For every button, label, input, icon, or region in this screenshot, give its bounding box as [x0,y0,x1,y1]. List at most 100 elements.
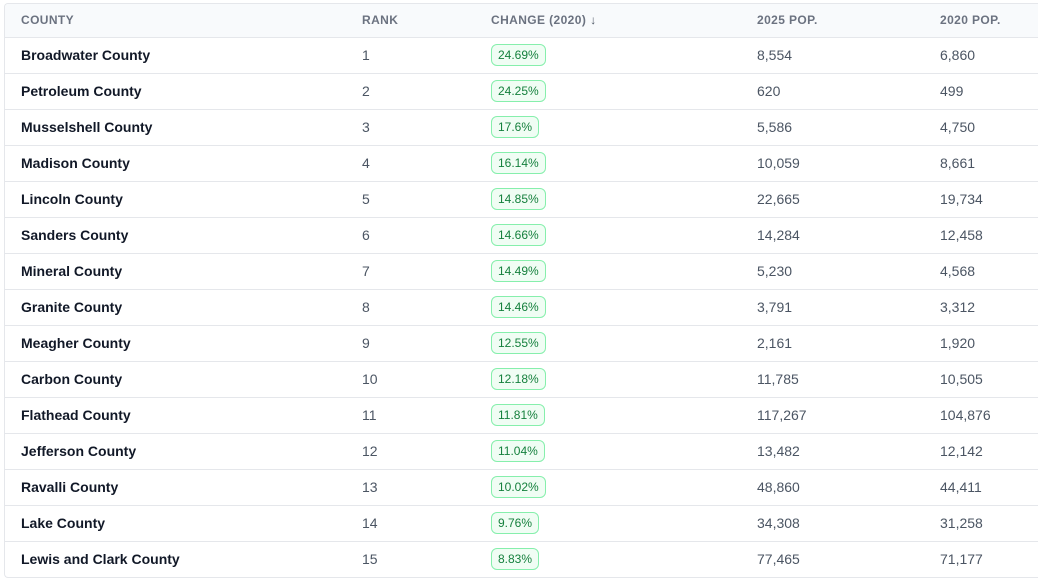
column-header-pop-2020-label: 2020 POP. [940,13,1001,28]
column-header-change-label: CHANGE (2020) [491,13,587,28]
pop-2025-cell: 620 [741,72,924,109]
pop-2020-cell: 104,876 [924,396,1038,433]
rank-cell: 10 [346,360,475,397]
column-header-county[interactable]: COUNTY [5,4,346,38]
pop-2020-cell: 4,568 [924,252,1038,289]
change-cell: 12.18% [475,360,741,397]
table-row: Meagher County 9 12.55% 2,161 1,920 [5,324,1038,361]
change-badge: 11.04% [491,440,545,462]
pop-2025-cell: 48,860 [741,468,924,505]
pop-2025-cell: 77,465 [741,540,924,577]
county-name-cell: Lewis and Clark County [5,540,346,577]
change-cell: 8.83% [475,540,741,577]
column-header-pop-2025-label: 2025 POP. [757,13,818,28]
table-row: Lake County 14 9.76% 34,308 31,258 [5,504,1038,541]
rank-cell: 3 [346,108,475,145]
change-badge: 24.69% [491,44,546,66]
county-name-cell: Petroleum County [5,72,346,109]
change-badge: 24.25% [491,80,546,102]
table-row: Jefferson County 12 11.04% 13,482 12,142 [5,432,1038,469]
column-header-rank-label: RANK [362,13,399,28]
rank-cell: 15 [346,540,475,577]
county-name-cell: Granite County [5,288,346,325]
rank-cell: 5 [346,180,475,217]
pop-2020-cell: 19,734 [924,180,1038,217]
table-row: Ravalli County 13 10.02% 48,860 44,411 [5,468,1038,505]
pop-2025-cell: 11,785 [741,360,924,397]
pop-2020-cell: 4,750 [924,108,1038,145]
change-badge: 14.46% [491,296,546,318]
county-name-cell: Broadwater County [21,47,151,63]
change-badge: 12.55% [491,332,546,354]
column-header-pop-2025[interactable]: 2025 POP. [741,4,924,38]
change-cell: 14.49% [475,252,741,289]
pop-2025-cell: 5,230 [741,252,924,289]
table-header-row: COUNTY RANK CHANGE (2020) ↓ 2025 POP. 202… [5,4,1038,38]
table-row: Lincoln County 5 14.85% 22,665 19,734 [5,180,1038,217]
change-badge: 10.02% [491,476,546,498]
table-row: Sanders County 6 14.66% 14,284 12,458 [5,216,1038,253]
change-badge: 14.85% [491,188,546,210]
change-cell: 11.04% [475,432,741,469]
column-header-county-label: COUNTY [21,13,75,28]
table-row: Petroleum County 2 24.25% 620 499 [5,72,1038,109]
pop-2020-cell: 12,458 [924,216,1038,253]
change-cell: 17.6% [475,108,741,145]
pop-2025-cell: 14,284 [741,216,924,253]
change-cell: 24.69% [475,37,741,73]
table-row: Carbon County 10 12.18% 11,785 10,505 [5,360,1038,397]
pop-2020-cell: 12,142 [924,432,1038,469]
table-row: Broadwater County 1 24.69% 8,554 6,860 [5,37,1038,73]
table-row: Musselshell County 3 17.6% 5,586 4,750 [5,108,1038,145]
pop-2020-cell: 44,411 [924,468,1038,505]
rank-cell: 2 [346,72,475,109]
pop-2020-cell: 499 [924,72,1038,109]
county-name-cell: Meagher County [5,324,346,361]
table-body: Broadwater County 1 24.69% 8,554 6,860 P… [5,37,1038,577]
pop-2025-cell: 10,059 [741,144,924,181]
change-cell: 14.46% [475,288,741,325]
pop-2020-cell: 3,312 [924,288,1038,325]
rank-cell: 11 [346,396,475,433]
table-row: Granite County 8 14.46% 3,791 3,312 [5,288,1038,325]
change-badge: 8.83% [491,548,540,571]
pop-2020-cell: 6,860 [940,47,976,63]
pop-2020-cell: 31,258 [924,504,1038,541]
change-cell: 16.14% [475,144,741,181]
county-name-cell: Lake County [5,504,346,541]
pop-2025-cell: 2,161 [741,324,924,361]
county-name-cell: Madison County [5,144,346,181]
pop-2025-cell: 8,554 [757,47,793,63]
rank-cell: 13 [346,468,475,505]
change-cell: 14.66% [475,216,741,253]
change-cell: 11.81% [475,396,741,433]
change-cell: 14.85% [475,180,741,217]
pop-2020-cell: 71,177 [924,540,1038,577]
county-population-table: COUNTY RANK CHANGE (2020) ↓ 2025 POP. 202… [5,4,1038,577]
change-badge: 16.14% [491,152,546,174]
change-badge: 11.81% [491,404,545,426]
change-cell: 12.55% [475,324,741,361]
column-header-rank[interactable]: RANK [346,4,475,38]
pop-2020-cell: 8,661 [924,144,1038,181]
rank-cell: 6 [346,216,475,253]
county-name-cell: Flathead County [5,396,346,433]
table-row: Mineral County 7 14.49% 5,230 4,568 [5,252,1038,289]
county-name-cell: Jefferson County [5,432,346,469]
table-row: Flathead County 11 11.81% 117,267 104,87… [5,396,1038,433]
change-cell: 10.02% [475,468,741,505]
pop-2025-cell: 3,791 [741,288,924,325]
rank-cell: 1 [362,47,370,63]
county-name-cell: Lincoln County [5,180,346,217]
change-badge: 9.76% [491,512,540,534]
county-name-cell: Musselshell County [5,108,346,145]
pop-2025-cell: 34,308 [741,504,924,541]
column-header-pop-2020[interactable]: 2020 POP. [924,4,1038,38]
change-badge: 14.49% [491,260,546,282]
change-cell: 24.25% [475,72,741,109]
column-header-change[interactable]: CHANGE (2020) ↓ [475,4,741,38]
pop-2025-cell: 13,482 [741,432,924,469]
change-badge: 14.66% [491,224,546,246]
change-cell: 9.76% [475,504,741,541]
county-name-cell: Ravalli County [5,468,346,505]
